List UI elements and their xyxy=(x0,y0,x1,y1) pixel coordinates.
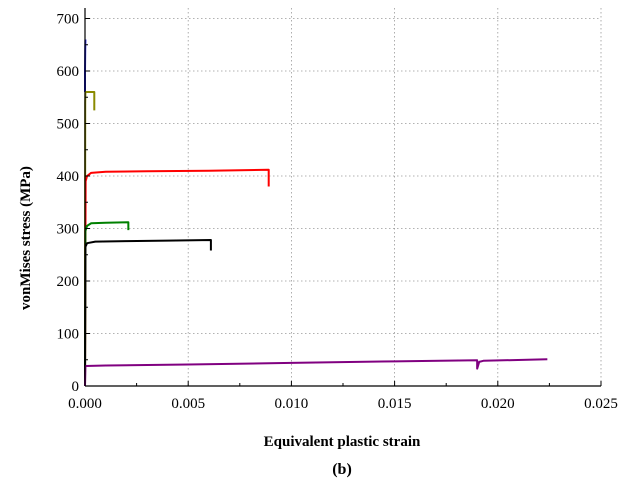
y-tick-label: 400 xyxy=(57,169,80,185)
data-series xyxy=(84,39,548,387)
x-tick-label: 0.015 xyxy=(378,396,412,412)
series-line xyxy=(84,358,548,387)
series-line xyxy=(84,168,270,387)
x-tick-label: 0.010 xyxy=(275,396,309,412)
y-tick-label: 200 xyxy=(57,274,80,290)
y-tick-label: 0 xyxy=(72,379,80,395)
y-tick-label: 700 xyxy=(57,12,80,28)
grid xyxy=(85,8,602,386)
x-tick-label: 0.025 xyxy=(584,396,618,412)
y-axis-title: vonMises stress (MPa) xyxy=(18,166,34,310)
x-tick-label: 0.000 xyxy=(68,396,102,412)
tick-labels: 0.000 0.005 0.010 0.015 0.020 0.025 0 100 200 300… xyxy=(57,12,618,413)
series-line xyxy=(84,239,212,387)
x-tick-label: 0.005 xyxy=(171,396,205,412)
y-tick-label: 300 xyxy=(57,222,80,238)
x-axis-title: Equivalent plastic strain xyxy=(264,434,421,450)
y-tick-label: 500 xyxy=(57,117,80,133)
y-tick-label: 100 xyxy=(57,327,80,343)
y-tick-label: 600 xyxy=(57,64,80,80)
panel-label: (b) xyxy=(332,461,352,478)
x-tick-label: 0.020 xyxy=(481,396,515,412)
axes xyxy=(84,8,602,387)
series-line xyxy=(84,221,130,387)
